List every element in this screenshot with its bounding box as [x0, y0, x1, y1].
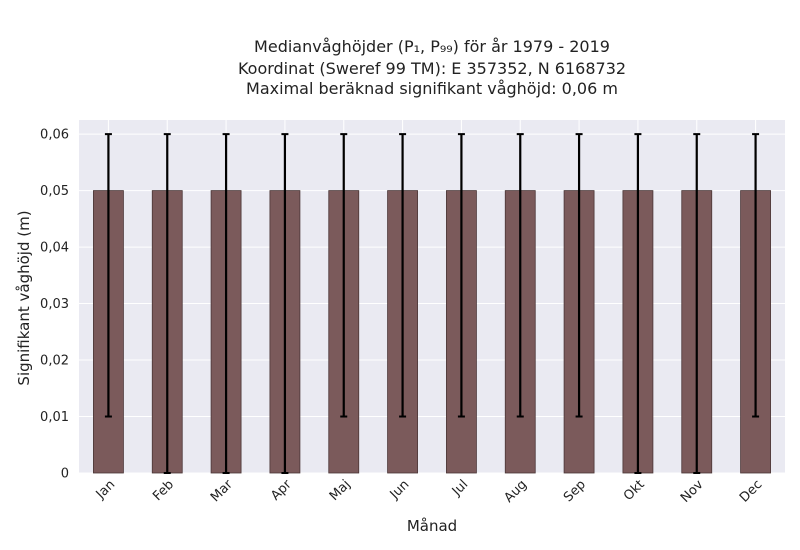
x-tick-label-mar: Mar [208, 477, 236, 505]
y-axis-label: Signifikant våghöjd (m) [15, 210, 33, 385]
plot-area [79, 120, 785, 473]
y-tick-label: 0,03 [40, 297, 69, 312]
chart-title-line-2: Koordinat (Sweref 99 TM): E 357352, N 61… [238, 59, 626, 78]
x-tick-label-maj: Maj [327, 477, 354, 504]
y-tick-label: 0,06 [40, 128, 69, 143]
x-tick-label-okt: Okt [621, 477, 648, 504]
x-tick-label-jan: Jan [93, 477, 118, 502]
x-tick-label-apr: Apr [268, 477, 295, 504]
x-tick-label-nov: Nov [678, 477, 707, 506]
x-tick-label-jun: Jun [387, 477, 413, 503]
y-tick-label: 0,04 [40, 241, 69, 256]
x-tick-label-jul: Jul [449, 477, 471, 499]
x-tick-label-feb: Feb [150, 477, 177, 504]
y-tick-label: 0 [61, 467, 69, 482]
chart-title-line-1: Medianvåghöjder (P₁, P₉₉) för år 1979 - … [254, 37, 610, 56]
chart-title-line-3: Maximal beräknad signifikant våghöjd: 0,… [246, 79, 618, 98]
x-tick-label-sep: Sep [561, 477, 589, 505]
x-tick-label-aug: Aug [502, 477, 531, 506]
y-tick-labels: 0 0,01 0,02 0,03 0,04 0,05 0,06 [40, 128, 69, 482]
y-tick-label: 0,05 [40, 184, 69, 199]
x-axis-label: Månad [407, 517, 457, 535]
y-tick-label: 0,02 [40, 354, 69, 369]
x-tick-label-dec: Dec [737, 477, 765, 505]
x-tick-labels: Jan Feb Mar Apr Maj Jun Jul Aug Sep Okt Nov Dec [93, 477, 766, 506]
error-bars [104, 133, 760, 474]
y-tick-label: 0,01 [40, 410, 69, 425]
